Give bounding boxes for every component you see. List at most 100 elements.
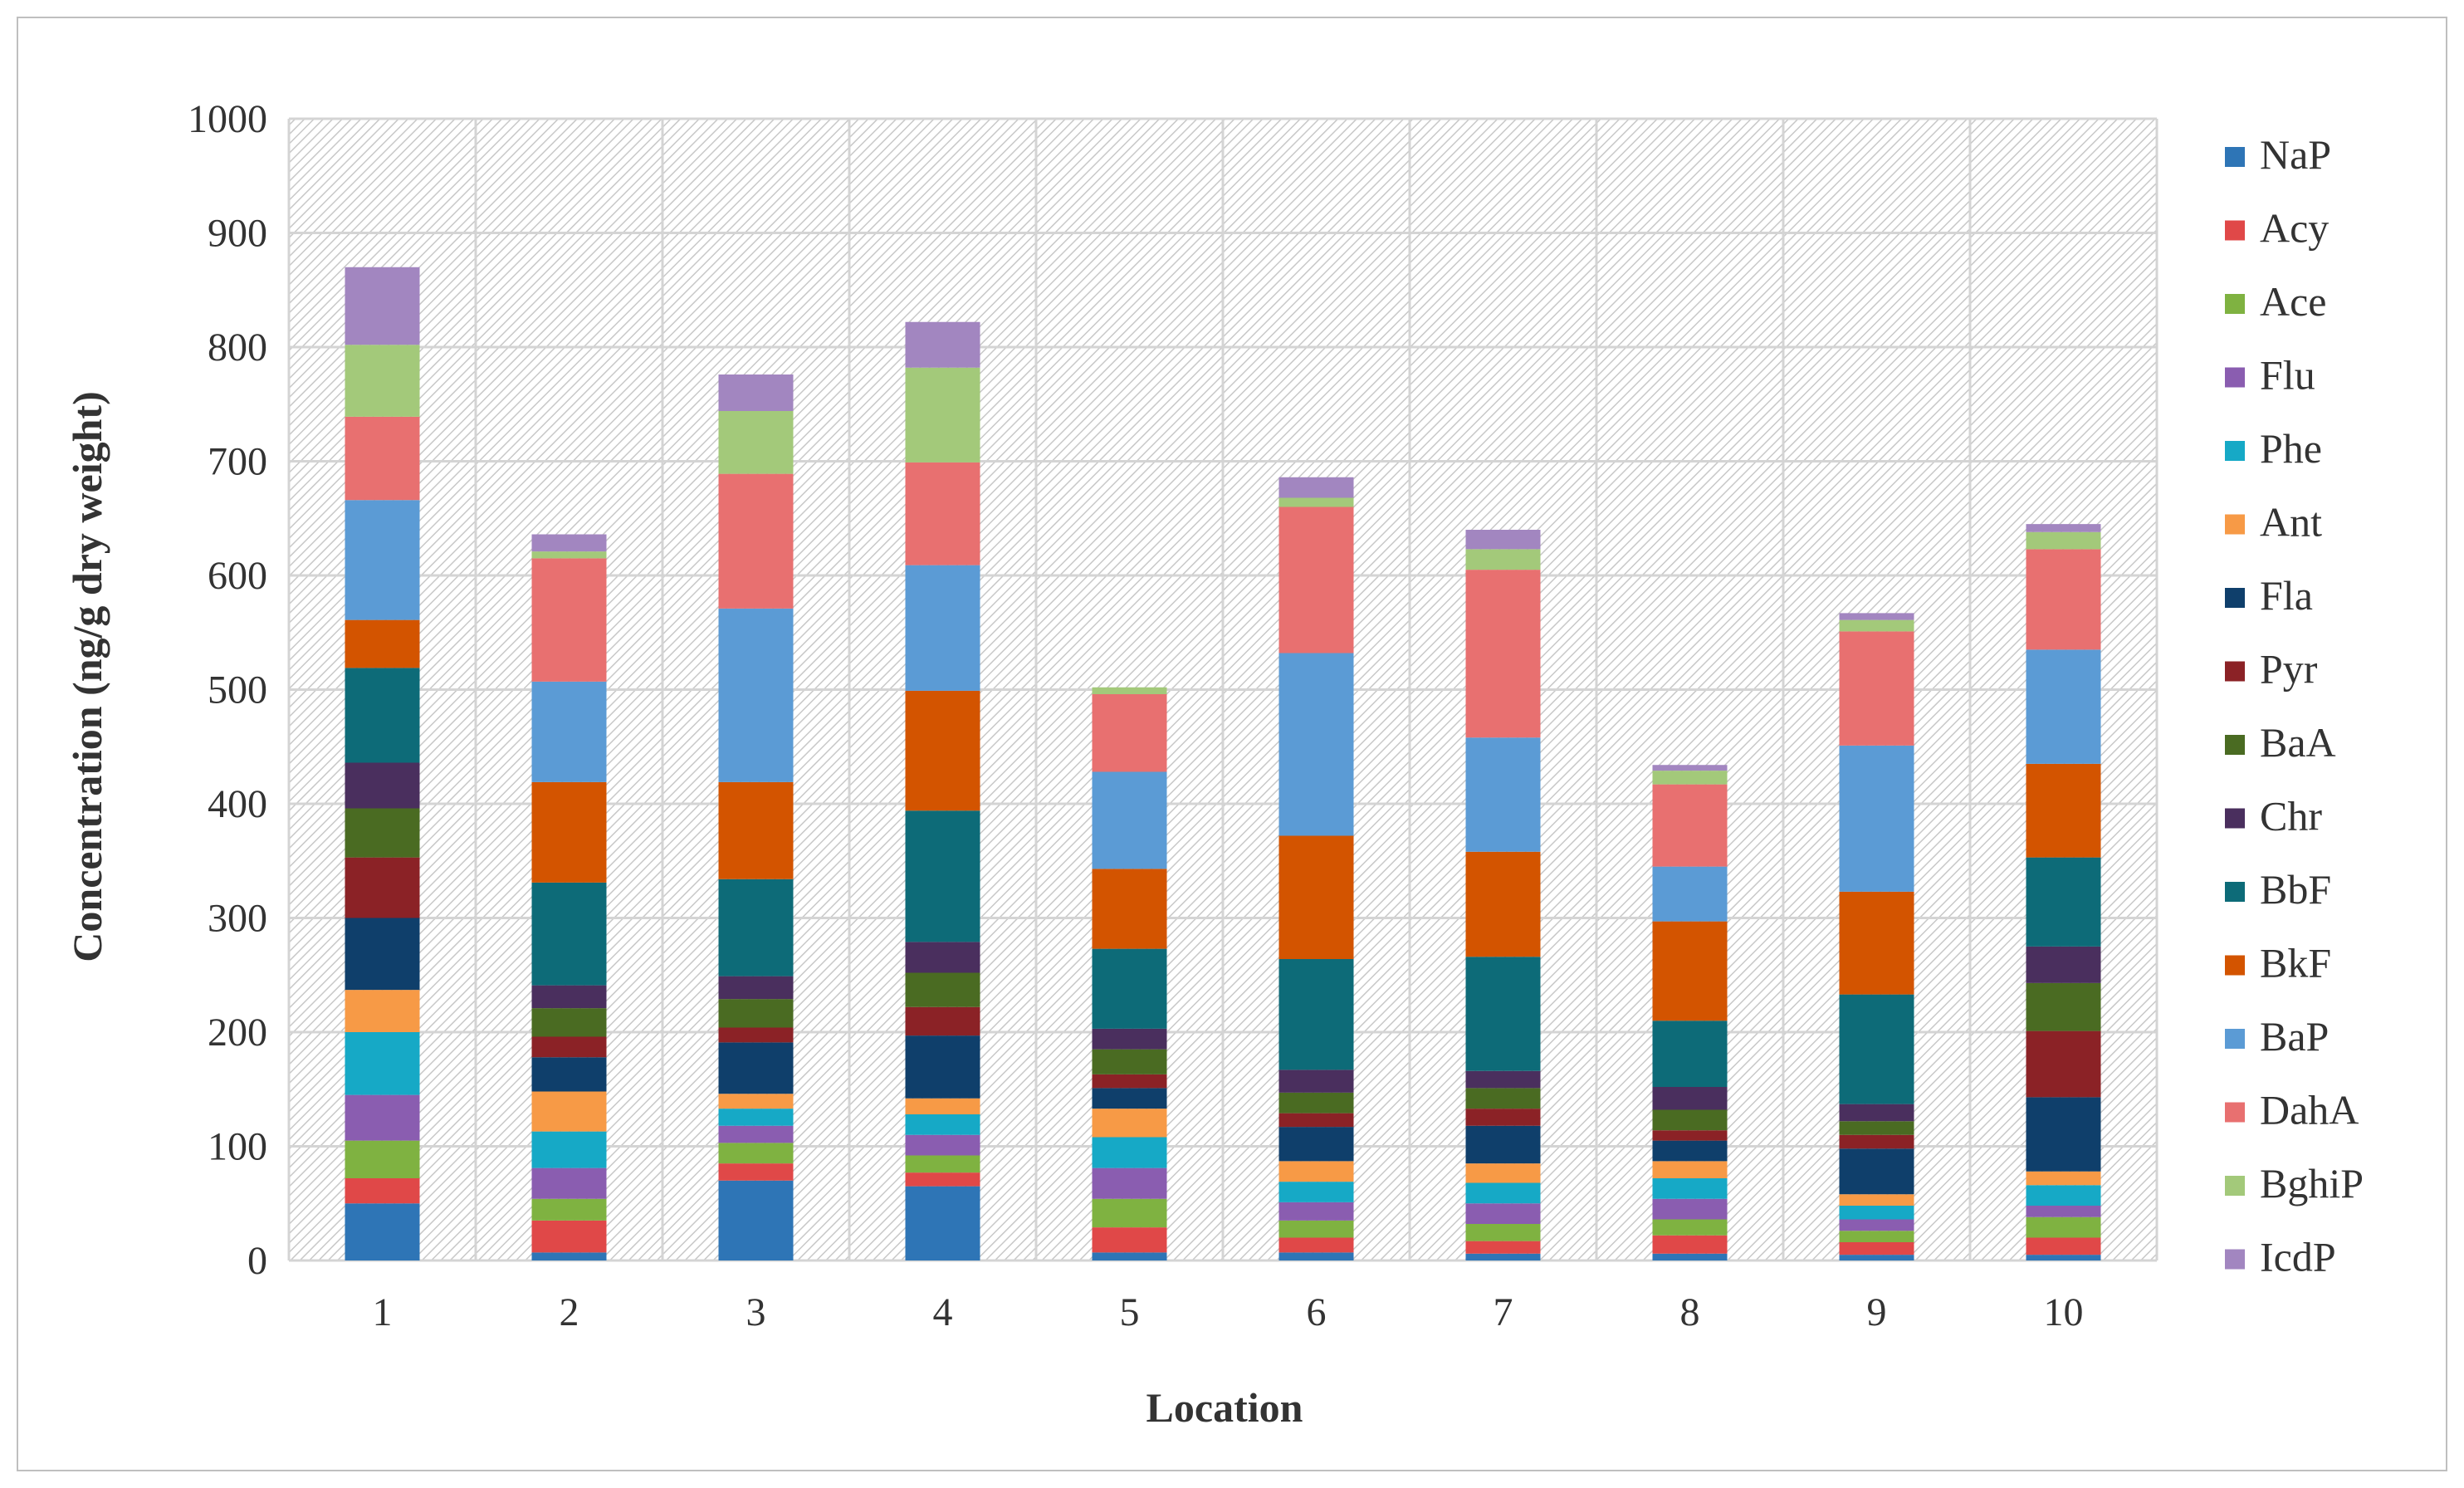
legend-label: Fla — [2260, 572, 2313, 619]
legend-swatch — [2225, 1102, 2245, 1123]
x-tick-label: 9 — [1867, 1290, 1887, 1334]
legend-label: BbF — [2260, 866, 2331, 913]
bar-segment-chr — [2026, 946, 2101, 983]
bar-segment-phe — [1465, 1182, 1541, 1204]
legend-label: BaP — [2260, 1013, 2329, 1060]
legend-swatch — [2225, 1176, 2245, 1196]
legend-swatch — [2225, 588, 2245, 608]
legend-swatch — [2225, 147, 2245, 167]
bar-segment-bap — [531, 681, 607, 782]
bar-segment-nap — [2026, 1255, 2101, 1260]
legend-swatch — [2225, 955, 2245, 976]
bar-segment-bghip — [1839, 619, 1914, 632]
bar-segment-ace — [1839, 1231, 1914, 1242]
bar-segment-chr — [1465, 1070, 1541, 1089]
bar-segment-fla — [531, 1057, 607, 1092]
bar-segment-bghip — [1278, 497, 1354, 507]
legend-label: Phe — [2260, 425, 2322, 472]
bar-segment-daha — [718, 473, 794, 609]
legend-swatch — [2225, 735, 2245, 755]
bar-segment-bbf — [1278, 959, 1354, 1070]
bar-segment-daha — [531, 558, 607, 682]
bar-stack — [718, 374, 794, 1260]
legend-swatch — [2225, 514, 2245, 535]
bar-segment-ace — [718, 1143, 794, 1164]
bar-segment-phe — [345, 1032, 420, 1095]
bar-segment-bghip — [2026, 531, 2101, 550]
bar-segment-baa — [1465, 1088, 1541, 1109]
legend-swatch — [2225, 441, 2245, 461]
bar-segment-chr — [1092, 1028, 1167, 1050]
bar-segment-bghip — [531, 551, 607, 559]
x-tick-label: 3 — [746, 1290, 766, 1334]
bar-segment-bghip — [905, 367, 980, 463]
bar-stack — [1278, 477, 1354, 1260]
bar-stack — [345, 267, 420, 1260]
bar-segment-bghip — [1652, 771, 1728, 785]
legend-swatch — [2225, 1029, 2245, 1049]
bar-segment-ant — [1092, 1109, 1167, 1138]
bar-segment-flu — [1278, 1202, 1354, 1221]
bar-segment-pyr — [531, 1036, 607, 1058]
bar-segment-bap — [1278, 653, 1354, 836]
x-tick-label: 7 — [1494, 1290, 1513, 1334]
bar-segment-icdp — [718, 374, 794, 411]
bar-segment-ace — [2026, 1216, 2101, 1238]
legend-item: Ant — [2225, 499, 2322, 546]
bar-segment-bkf — [1092, 869, 1167, 949]
bar-segment-ace — [345, 1140, 420, 1178]
bar-segment-phe — [718, 1109, 794, 1126]
bar-segment-flu — [1465, 1203, 1541, 1224]
legend-label: BghiP — [2260, 1160, 2364, 1207]
legend-item: BghiP — [2225, 1160, 2364, 1207]
x-axis-ticks: 1 2 3 4 5 6 7 8 9 10 — [373, 1290, 2084, 1334]
bar-segment-fla — [345, 918, 420, 991]
y-tick-label: 100 — [208, 1125, 267, 1169]
bar-segment-bbf — [1839, 994, 1914, 1104]
bar-segment-nap — [905, 1186, 980, 1260]
bar-segment-nap — [1278, 1252, 1354, 1260]
bar-segment-fla — [1092, 1088, 1167, 1109]
bar-segment-flu — [905, 1134, 980, 1156]
bar-segment-fla — [1652, 1140, 1728, 1162]
bar-segment-bghip — [345, 345, 420, 417]
x-tick-label: 4 — [933, 1290, 953, 1334]
bar-segment-bbf — [2026, 857, 2101, 947]
bar-segment-ace — [531, 1198, 607, 1221]
legend-item: DahA — [2225, 1087, 2359, 1133]
legend-label: Pyr — [2260, 646, 2318, 693]
bar-segment-chr — [1839, 1104, 1914, 1122]
bar-segment-bkf — [1278, 835, 1354, 959]
bar-segment-chr — [1652, 1087, 1728, 1110]
legend-label: Chr — [2260, 793, 2322, 839]
y-tick-label: 800 — [208, 326, 267, 370]
bar-segment-icdp — [1652, 765, 1728, 771]
y-tick-label: 600 — [208, 554, 267, 598]
bar-segment-acy — [1652, 1235, 1728, 1254]
x-tick-label: 5 — [1120, 1290, 1140, 1334]
x-tick-label: 6 — [1307, 1290, 1327, 1334]
bar-segment-bkf — [345, 619, 420, 668]
bar-segment-baa — [718, 999, 794, 1028]
bar-segment-phe — [2026, 1185, 2101, 1206]
bar-segment-acy — [1839, 1242, 1914, 1256]
legend-swatch — [2225, 294, 2245, 314]
bar-segment-pyr — [1465, 1109, 1541, 1126]
bar-segment-bbf — [718, 879, 794, 976]
bar-segment-bap — [1465, 737, 1541, 852]
legend-item: BbF — [2225, 866, 2331, 913]
bar-segment-ace — [1092, 1198, 1167, 1228]
bar-segment-icdp — [345, 267, 420, 345]
bar-stack — [2026, 524, 2101, 1260]
bar-segment-nap — [1839, 1255, 1914, 1260]
bar-segment-pyr — [2026, 1030, 2101, 1098]
bar-segment-nap — [345, 1203, 420, 1260]
legend-label: IcdP — [2260, 1234, 2336, 1280]
bar-segment-chr — [531, 985, 607, 1009]
bar-segment-flu — [1092, 1167, 1167, 1199]
legend-swatch — [2225, 808, 2245, 829]
legend-label: Acy — [2260, 205, 2329, 252]
bar-segment-phe — [1839, 1206, 1914, 1220]
bar-segment-icdp — [1465, 530, 1541, 550]
legend-item: Pyr — [2225, 646, 2318, 693]
